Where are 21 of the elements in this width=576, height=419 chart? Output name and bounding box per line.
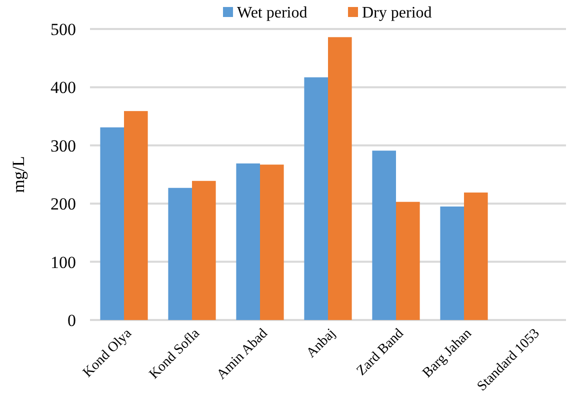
- y-tick-label: 0: [68, 310, 76, 330]
- bar: [328, 37, 352, 320]
- bar: [304, 77, 328, 320]
- bar: [236, 163, 260, 320]
- bar: [464, 192, 488, 320]
- bar: [100, 127, 124, 320]
- y-tick-label: 500: [50, 20, 76, 39]
- bar: [168, 188, 192, 320]
- y-tick-label: 300: [50, 136, 76, 156]
- legend-label: Wet period: [237, 4, 308, 22]
- y-tick-label: 100: [50, 252, 76, 272]
- y-tick-label: 400: [50, 78, 76, 98]
- bar: [372, 150, 396, 320]
- bar: [396, 202, 420, 320]
- y-axis-title: mg/L: [9, 156, 28, 193]
- bar: [260, 164, 284, 320]
- bar: [124, 111, 148, 320]
- bar: [192, 180, 216, 320]
- y-tick-label: 200: [50, 194, 76, 214]
- legend-label: Dry period: [362, 4, 432, 22]
- bar: [440, 206, 464, 320]
